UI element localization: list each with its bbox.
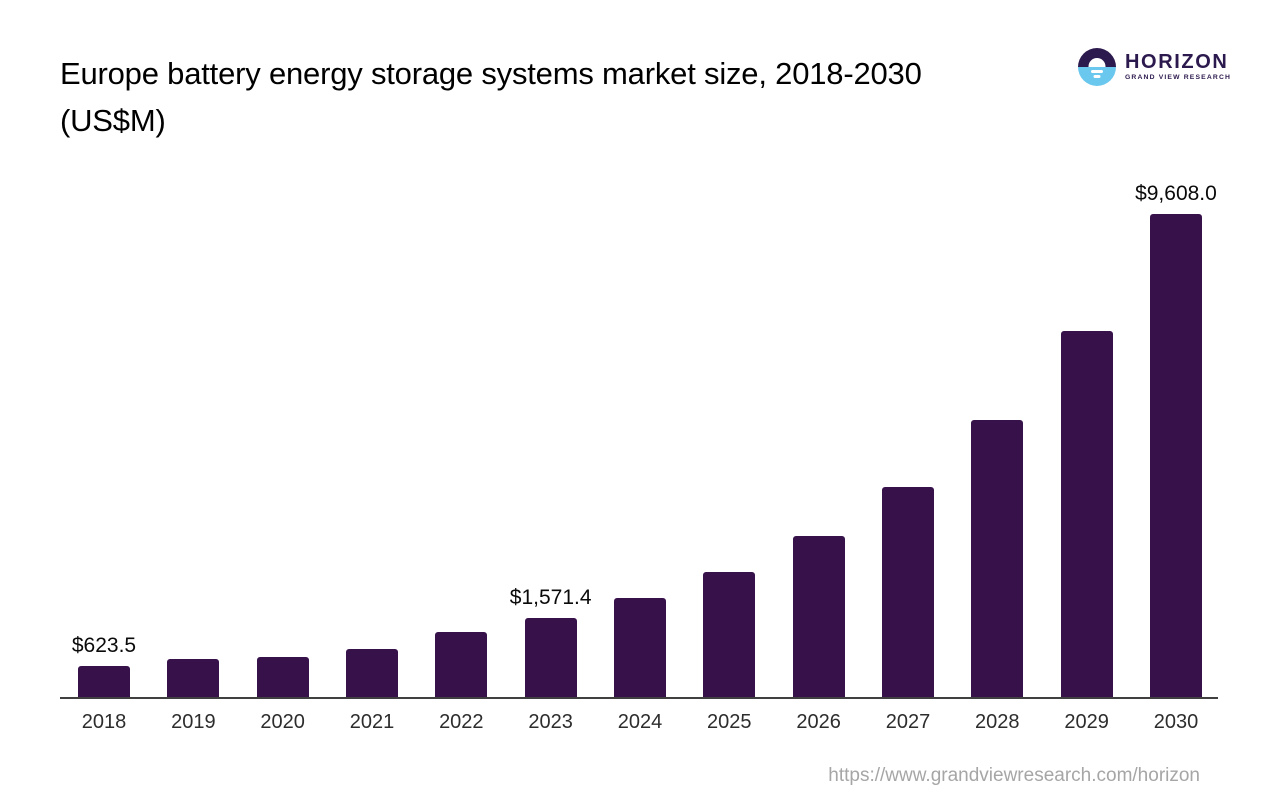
x-tick-2021: 2021	[349, 711, 395, 733]
horizon-stripe	[1093, 75, 1101, 78]
bar-2021	[345, 649, 398, 697]
page-title: Europe battery energy storage systems ma…	[60, 50, 1080, 144]
page-title-line2: (US$M)	[60, 103, 166, 138]
x-tick-2018: 2018	[81, 711, 127, 733]
x-tick-2025: 2025	[707, 711, 752, 733]
logo-brand-name: HORIZON	[1125, 51, 1229, 73]
bar-2029	[1060, 331, 1113, 697]
x-tick-2026: 2026	[796, 711, 841, 733]
source-url: https://www.grandviewresearch.com/horizo…	[828, 765, 1200, 786]
x-tick-2029: 2029	[1064, 711, 1109, 733]
bar-2019	[167, 659, 220, 697]
bar-2020	[256, 657, 309, 697]
x-tick-2022: 2022	[439, 711, 484, 733]
logo-sub-brand: GRAND VIEW RESEARCH	[1125, 74, 1232, 81]
x-tick-2028: 2028	[975, 711, 1020, 733]
bar-value-label-2030: $9,608.0	[1135, 182, 1217, 205]
horizon-logo: HORIZON GRAND VIEW RESEARCH	[1078, 48, 1231, 86]
bar-value-label-2023: $1,571.4	[509, 586, 592, 609]
bar-2024	[613, 598, 666, 697]
logo-text: HORIZON GRAND VIEW RESEARCH	[1125, 52, 1231, 82]
bar-2026	[792, 536, 845, 697]
bar-2030	[1149, 214, 1202, 697]
bar-2018	[78, 665, 130, 697]
bar-2022	[435, 632, 488, 697]
x-tick-2024: 2024	[617, 711, 663, 733]
sun-dome-shape	[1088, 58, 1106, 67]
bar-value-label-2018: $623.5	[71, 633, 137, 657]
x-tick-2027: 2027	[885, 711, 931, 733]
bar-2027	[881, 486, 934, 697]
x-tick-2019: 2019	[171, 711, 216, 733]
horizon-logo-icon	[1078, 48, 1116, 86]
bar-2023	[524, 618, 577, 697]
x-tick-2023: 2023	[528, 711, 573, 733]
x-tick-2020: 2020	[260, 711, 305, 733]
page-title-line1: Europe battery energy storage systems ma…	[60, 56, 922, 91]
bar-chart-plot-area: $623.5 2018 2019 2020 2021 2022 $1,571.4 2023 20…	[60, 182, 1218, 733]
bar-2025	[703, 571, 756, 697]
horizon-stripe	[1091, 70, 1103, 73]
bar-2028	[971, 420, 1024, 697]
x-tick-2030: 2030	[1153, 711, 1199, 733]
